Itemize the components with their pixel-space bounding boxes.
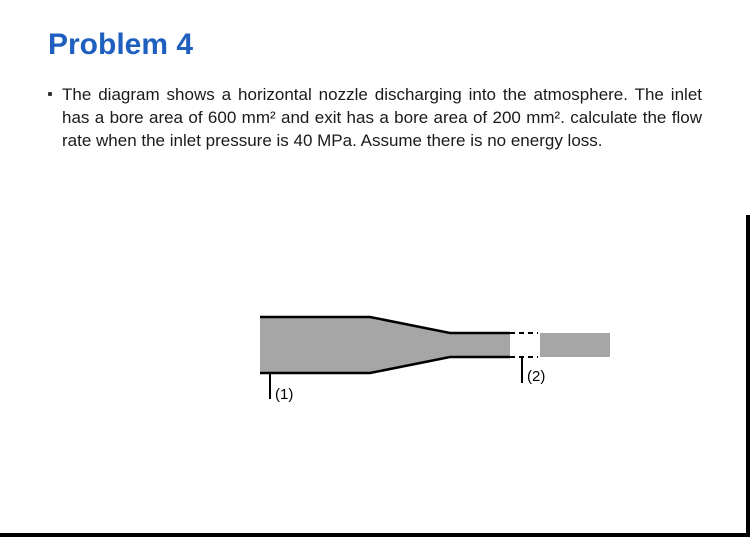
right-border — [746, 215, 750, 537]
nozzle-body — [260, 317, 510, 373]
bottom-border — [0, 533, 750, 537]
problem-statement: The diagram shows a horizontal nozzle di… — [48, 84, 702, 153]
problem-text-content: The diagram shows a horizontal nozzle di… — [62, 85, 702, 150]
nozzle-diagram: (1) (2) — [260, 305, 640, 425]
problem-title: Problem 4 — [48, 28, 702, 62]
atmosphere-extension — [540, 333, 610, 357]
exit-label: (2) — [527, 368, 545, 385]
inlet-label: (1) — [275, 386, 293, 403]
nozzle-svg: (1) (2) — [260, 305, 640, 425]
bullet-icon — [48, 92, 52, 96]
